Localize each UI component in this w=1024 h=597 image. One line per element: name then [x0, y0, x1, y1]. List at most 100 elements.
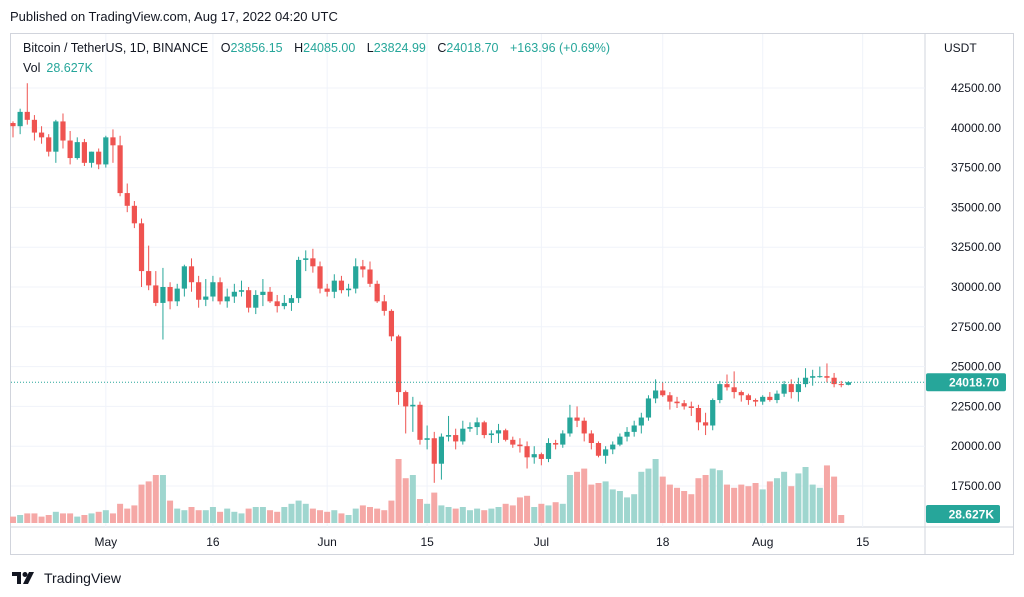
candle[interactable]: [810, 369, 816, 386]
candle[interactable]: [417, 401, 423, 445]
chart-frame[interactable]: [10, 33, 1014, 555]
candle[interactable]: [238, 280, 245, 297]
candle[interactable]: [674, 396, 680, 408]
candle[interactable]: [667, 392, 673, 410]
candle[interactable]: [688, 401, 694, 416]
candle[interactable]: [131, 201, 137, 229]
candle[interactable]: [310, 248, 316, 273]
candle[interactable]: [431, 431, 437, 483]
candle[interactable]: [617, 433, 623, 447]
candle[interactable]: [96, 148, 102, 170]
candle[interactable]: [488, 430, 494, 444]
candle[interactable]: [403, 390, 409, 434]
candle[interactable]: [781, 380, 787, 397]
candle[interactable]: [253, 290, 259, 315]
candle[interactable]: [574, 406, 580, 428]
symbol-label[interactable]: Bitcoin / TetherUS, 1D, BINANCE: [23, 41, 209, 55]
candle[interactable]: [731, 371, 737, 399]
candle[interactable]: [388, 309, 395, 342]
candle[interactable]: [510, 436, 516, 448]
candle[interactable]: [345, 283, 352, 297]
candle[interactable]: [624, 427, 630, 442]
candle[interactable]: [481, 420, 487, 439]
candle[interactable]: [603, 446, 609, 464]
candle[interactable]: [524, 441, 530, 469]
candle[interactable]: [38, 126, 45, 144]
candle[interactable]: [710, 398, 716, 431]
candle[interactable]: [160, 267, 166, 340]
candle[interactable]: [653, 379, 659, 404]
tradingview-logo[interactable]: TradingView: [12, 570, 121, 586]
candle[interactable]: [267, 287, 273, 303]
candle[interactable]: [395, 334, 402, 405]
candle[interactable]: [381, 294, 387, 316]
candle[interactable]: [17, 108, 23, 135]
candle[interactable]: [331, 274, 337, 299]
candle[interactable]: [67, 130, 73, 165]
candle[interactable]: [181, 264, 187, 297]
candle[interactable]: [702, 412, 709, 436]
candle[interactable]: [774, 390, 780, 404]
candle[interactable]: [53, 119, 59, 163]
candle[interactable]: [353, 258, 359, 294]
candle[interactable]: [224, 288, 230, 308]
candle[interactable]: [824, 363, 830, 383]
candle[interactable]: [567, 404, 573, 437]
candle[interactable]: [831, 372, 837, 388]
candle[interactable]: [338, 275, 345, 294]
candle[interactable]: [752, 398, 759, 407]
candle[interactable]: [631, 420, 637, 437]
candle[interactable]: [638, 412, 644, 434]
candle[interactable]: [460, 420, 466, 445]
candle[interactable]: [802, 368, 809, 388]
candle[interactable]: [117, 135, 123, 197]
candle[interactable]: [46, 134, 52, 157]
candle[interactable]: [274, 294, 280, 313]
candle[interactable]: [74, 137, 80, 160]
candle[interactable]: [324, 283, 330, 297]
candle[interactable]: [303, 250, 309, 272]
candle[interactable]: [88, 151, 95, 168]
candle[interactable]: [188, 258, 195, 292]
candle[interactable]: [60, 113, 66, 149]
candle[interactable]: [745, 393, 752, 405]
candle[interactable]: [717, 380, 723, 404]
candle[interactable]: [81, 138, 87, 167]
candle[interactable]: [424, 425, 430, 450]
candle[interactable]: [660, 382, 666, 397]
candle[interactable]: [317, 261, 323, 294]
candle[interactable]: [595, 441, 602, 458]
candle[interactable]: [103, 135, 109, 168]
candle[interactable]: [231, 283, 237, 303]
candle[interactable]: [517, 438, 523, 453]
candle[interactable]: [296, 256, 302, 303]
candle[interactable]: [217, 277, 223, 305]
candle[interactable]: [410, 396, 416, 432]
candle[interactable]: [445, 415, 452, 442]
candle[interactable]: [203, 279, 209, 307]
candle[interactable]: [10, 121, 16, 138]
volume-label[interactable]: Vol: [23, 61, 41, 75]
candle[interactable]: [588, 430, 594, 450]
candle[interactable]: [531, 446, 537, 464]
candle[interactable]: [153, 271, 159, 307]
candle[interactable]: [560, 430, 566, 448]
candle[interactable]: [367, 261, 373, 287]
candle[interactable]: [795, 377, 801, 402]
candle[interactable]: [281, 294, 287, 310]
candle[interactable]: [681, 400, 687, 410]
candle[interactable]: [645, 395, 652, 421]
candle[interactable]: [196, 275, 202, 308]
candle[interactable]: [610, 441, 616, 455]
candle[interactable]: [767, 392, 773, 402]
candle[interactable]: [553, 439, 559, 450]
candle[interactable]: [838, 380, 844, 388]
candle[interactable]: [474, 417, 480, 436]
candle[interactable]: [538, 452, 544, 466]
candle[interactable]: [760, 395, 766, 405]
candle[interactable]: [167, 282, 173, 310]
candle[interactable]: [738, 390, 744, 402]
candle[interactable]: [374, 280, 380, 303]
candle[interactable]: [545, 438, 552, 463]
